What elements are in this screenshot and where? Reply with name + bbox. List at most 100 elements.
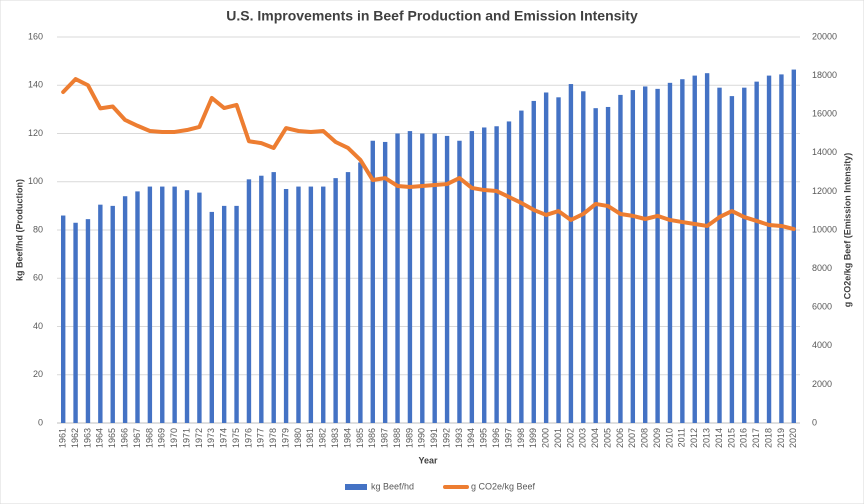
x-tick-label: 1990 [417,428,427,448]
bar [618,94,623,424]
y-tick-label: 120 [28,128,43,138]
x-tick-label: 1985 [355,428,365,448]
x-tick-label: 2012 [689,428,699,448]
y-tick-label: 100 [28,176,43,186]
bar [667,82,673,424]
x-tick-label: 1970 [169,428,179,448]
x-tick-label: 1999 [528,428,538,448]
bar [209,211,214,423]
y2-tick-label: 4000 [812,340,832,350]
y-tick-label: 160 [28,31,43,41]
legend-label: g CO2e/kg Beef [471,481,536,491]
bar [60,215,66,423]
y2-tick-label: 0 [812,417,817,427]
bar [73,222,78,423]
x-tick-label: 1968 [144,428,154,448]
bar [754,81,759,423]
y-tick-label: 80 [33,224,43,234]
bar [420,133,425,423]
bar [110,205,115,423]
bar [333,178,338,423]
bar [407,131,413,423]
bar [779,74,784,424]
x-tick-label: 2014 [714,428,724,448]
bar [197,192,202,423]
x-tick-label: 2010 [664,428,674,448]
bar [506,121,512,423]
bar [680,79,685,423]
bar [345,172,351,423]
bar [704,73,710,423]
x-tick-label: 1984 [342,428,352,448]
x-tick-label: 1993 [454,428,464,448]
bar [85,219,91,423]
line [61,77,796,232]
x-tick-label: 1964 [95,428,105,448]
x-tick-label: 1996 [491,428,501,448]
x-tick-label: 1979 [280,428,290,448]
bar [643,86,648,424]
x-tick-label: 1987 [380,428,390,448]
bar [160,186,165,423]
bar [259,175,264,423]
x-tick-label: 1998 [516,428,526,448]
x-tick-label: 2008 [640,428,650,448]
bar [321,186,326,423]
x-tick-label: 1966 [119,428,129,448]
x-tick-label: 1962 [70,428,80,448]
x-axis-title: Year [418,455,438,465]
x-tick-label: 2019 [776,428,786,448]
bar [296,186,301,423]
x-tick-label: 1961 [58,428,68,448]
bar [630,90,636,423]
x-tick-label: 1977 [256,428,266,448]
bar [593,108,598,423]
y2-tick-label: 8000 [812,263,832,273]
bar [519,110,524,424]
x-tick-label: 1980 [293,428,303,448]
x-tick-label: 2016 [739,428,749,448]
legend-label: kg Beef/hd [371,481,414,491]
y2-tick-label: 18000 [812,70,837,80]
y2-tick-label: 2000 [812,379,832,389]
y-tick-label: 40 [33,321,43,331]
y2-tick-label: 20000 [812,31,837,41]
chart-title: U.S. Improvements in Beef Production and… [226,8,638,24]
bar [742,87,747,423]
bar [655,88,660,424]
x-tick-label: 2006 [615,428,625,448]
x-tick-label: 2018 [763,428,773,448]
y2-tick-label: 16000 [812,109,837,119]
x-tick-label: 1986 [367,428,377,448]
y2-tick-label: 14000 [812,147,837,157]
bar [432,133,437,423]
x-tick-label: 1982 [318,428,328,448]
bar [791,69,797,423]
bar [271,172,276,423]
bar [395,133,400,423]
bar [717,87,722,423]
x-tick-label: 2004 [590,428,600,448]
bar [531,100,536,424]
bar [494,126,499,423]
x-tick-label: 2017 [751,428,761,448]
y2-tick-label: 12000 [812,186,837,196]
x-tick-label: 1975 [231,428,241,448]
bar [482,127,487,423]
legend-swatch [345,484,367,490]
bar [370,140,375,424]
bar [234,205,239,423]
bar [122,196,128,423]
x-tick-label: 1994 [466,428,476,448]
bar [172,186,177,423]
bar [556,97,561,423]
bar [98,204,103,423]
x-tick-label: 1974 [219,428,229,448]
bar [444,135,450,423]
x-tick-label: 1989 [404,428,414,448]
bar [543,92,549,424]
bar [605,106,611,424]
x-tick-label: 2007 [627,428,637,448]
